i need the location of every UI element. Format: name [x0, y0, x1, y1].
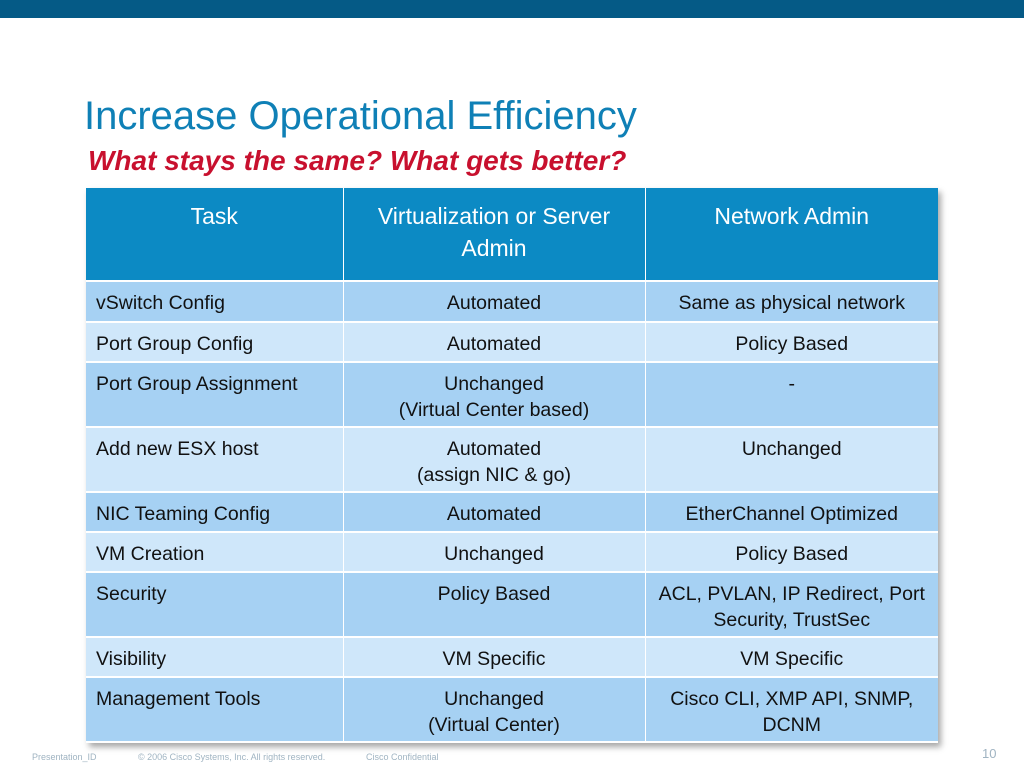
server-admin-cell: Unchanged (Virtual Center based)	[343, 362, 646, 428]
header-server-admin: Virtualization or Server Admin	[343, 188, 646, 282]
task-cell: Add new ESX host	[86, 427, 344, 493]
table-row: Visibility VM Specific VM Specific	[86, 637, 938, 678]
server-admin-cell: Unchanged (Virtual Center)	[343, 677, 646, 743]
network-admin-cell: ACL, PVLAN, IP Redirect, Port Security, …	[645, 572, 938, 638]
task-cell: Port Group Config	[86, 322, 344, 363]
server-admin-cell: Automated	[343, 492, 646, 533]
comparison-table-container: Task Virtualization or Server Admin Netw…	[86, 188, 938, 743]
server-admin-cell: Automated	[343, 281, 646, 323]
task-cell: Visibility	[86, 637, 344, 678]
network-admin-cell: Unchanged	[645, 427, 938, 493]
server-admin-cell: Policy Based	[343, 572, 646, 638]
server-admin-cell: Automated	[343, 322, 646, 363]
network-admin-cell: -	[645, 362, 938, 428]
network-admin-cell: Policy Based	[645, 322, 938, 363]
table-row: Port Group Config Automated Policy Based	[86, 322, 938, 363]
table-header-row: Task Virtualization or Server Admin Netw…	[86, 188, 938, 282]
task-cell: VM Creation	[86, 532, 344, 573]
comparison-table: Task Virtualization or Server Admin Netw…	[86, 188, 938, 743]
table-row: vSwitch Config Automated Same as physica…	[86, 281, 938, 323]
page-number: 10	[982, 746, 997, 761]
table-row: Management Tools Unchanged (Virtual Cent…	[86, 677, 938, 743]
header-network-admin: Network Admin	[645, 188, 938, 282]
task-cell: vSwitch Config	[86, 281, 344, 323]
network-admin-cell: Same as physical network	[645, 281, 938, 323]
task-cell: Port Group Assignment	[86, 362, 344, 428]
task-cell: Management Tools	[86, 677, 344, 743]
table-row: VM Creation Unchanged Policy Based	[86, 532, 938, 573]
network-admin-cell: Cisco CLI, XMP API, SNMP, DCNM	[645, 677, 938, 743]
slide-subtitle: What stays the same? What gets better?	[88, 145, 627, 176]
footer-confidential: Cisco Confidential	[366, 752, 439, 762]
network-admin-cell: Policy Based	[645, 532, 938, 573]
server-admin-cell: Automated (assign NIC & go)	[343, 427, 646, 493]
task-cell: NIC Teaming Config	[86, 492, 344, 533]
footer-copyright: © 2006 Cisco Systems, Inc. All rights re…	[138, 752, 326, 762]
footer-presentation-id: Presentation_ID	[32, 752, 97, 762]
server-admin-cell: VM Specific	[343, 637, 646, 678]
table-row: Security Policy Based ACL, PVLAN, IP Red…	[86, 572, 938, 638]
network-admin-cell: EtherChannel Optimized	[645, 492, 938, 533]
server-admin-cell: Unchanged	[343, 532, 646, 573]
table-row: Port Group Assignment Unchanged (Virtual…	[86, 362, 938, 428]
table-row: Add new ESX host Automated (assign NIC &…	[86, 427, 938, 493]
slide-title: Increase Operational Efficiency	[84, 94, 637, 138]
table-row: NIC Teaming Config Automated EtherChanne…	[86, 492, 938, 533]
header-task: Task	[86, 188, 344, 282]
network-admin-cell: VM Specific	[645, 637, 938, 678]
task-cell: Security	[86, 572, 344, 638]
top-banner	[0, 0, 1024, 18]
